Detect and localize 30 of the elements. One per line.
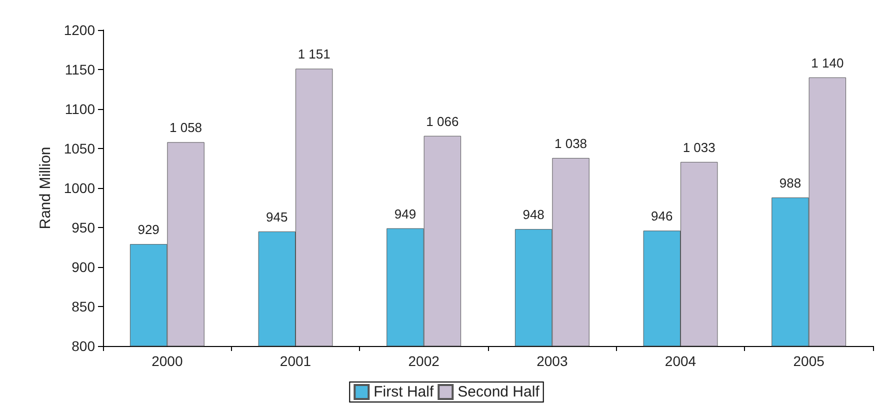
y-tick-label: 1050 xyxy=(64,140,96,156)
x-tick-label: 2000 xyxy=(152,353,183,369)
data-label: 1 140 xyxy=(811,55,844,70)
x-tick-label: 2002 xyxy=(408,353,440,369)
y-tick-label: 1200 xyxy=(64,22,96,38)
data-label: 929 xyxy=(138,222,160,238)
y-tick-label: 1150 xyxy=(64,62,96,78)
data-label: 1 038 xyxy=(554,136,588,151)
data-label: 988 xyxy=(779,175,802,190)
data-label: 1 151 xyxy=(298,46,330,62)
y-tick-label: 850 xyxy=(72,298,96,314)
y-tick-label: 1000 xyxy=(64,180,96,196)
data-label: 948 xyxy=(522,207,544,222)
data-label: 945 xyxy=(266,209,288,224)
y-tick-label: 900 xyxy=(72,259,96,275)
data-label: 1 058 xyxy=(170,120,202,136)
legend-label: Second Half xyxy=(458,384,540,400)
data-label: 1 066 xyxy=(426,114,459,129)
y-tick-label: 800 xyxy=(72,338,96,354)
data-label: 1 033 xyxy=(682,140,716,155)
x-tick-label: 2004 xyxy=(664,353,696,369)
x-tick-label: 2005 xyxy=(793,353,825,369)
y-axis-title: Rand Million xyxy=(36,146,54,230)
y-tick-label: 950 xyxy=(72,220,96,236)
x-tick-label: 2001 xyxy=(280,353,312,369)
data-label: 946 xyxy=(651,208,673,224)
y-tick-label: 1100 xyxy=(64,101,96,117)
x-tick-label: 2003 xyxy=(536,353,568,369)
data-label: 949 xyxy=(394,206,416,222)
legend-label: First Half xyxy=(374,384,434,400)
